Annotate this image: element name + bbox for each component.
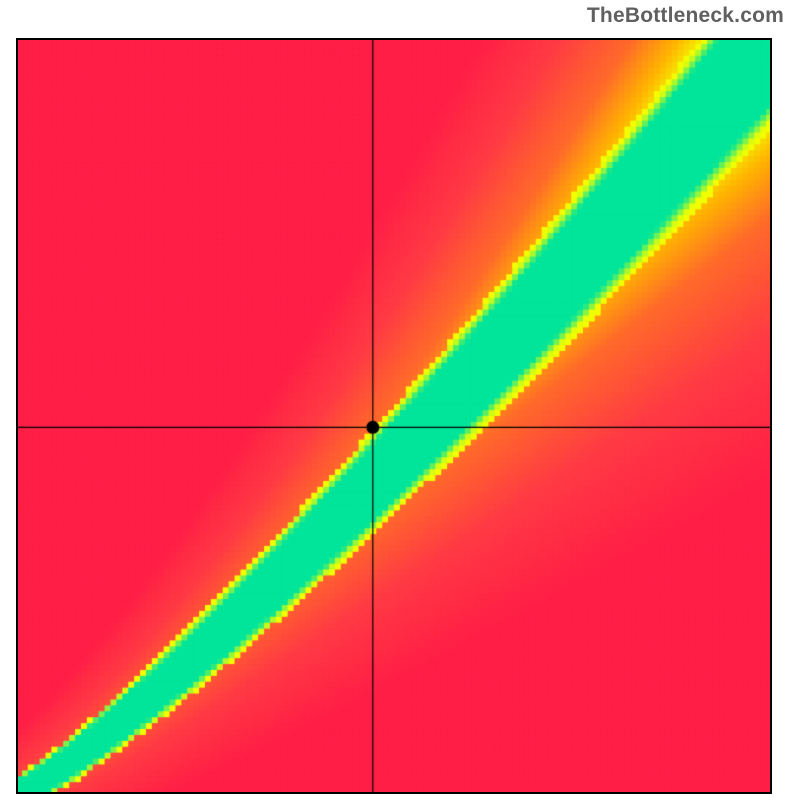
chart-wrapper: TheBottleneck.com <box>0 0 800 800</box>
bottleneck-heatmap <box>16 38 772 794</box>
watermark-text: TheBottleneck.com <box>587 4 784 28</box>
heatmap-canvas <box>16 38 772 794</box>
